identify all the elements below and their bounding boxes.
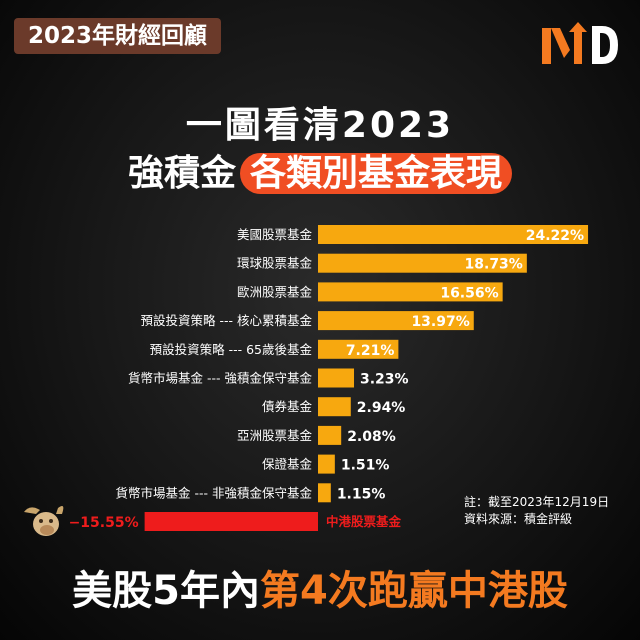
value-label: 1.51%: [341, 458, 390, 474]
md-logo-icon: [542, 22, 618, 64]
value-label: −15.55%: [69, 515, 139, 531]
value-label: 2.94%: [357, 400, 406, 416]
note-date: 註：截至2023年12月19日: [464, 495, 610, 509]
category-label: 環球股票基金: [237, 256, 313, 271]
bar: [318, 483, 331, 503]
bar: [318, 454, 335, 474]
category-label: 保證基金: [262, 457, 313, 472]
value-label: 18.73%: [465, 257, 523, 273]
title-plain-text: 強積金: [127, 153, 236, 194]
value-label: 7.21%: [346, 343, 395, 359]
bar: [318, 339, 399, 359]
bottom-highlight-text: 第4次跑贏中港股: [260, 568, 568, 614]
value-label: 16.56%: [440, 285, 498, 301]
bar: [318, 282, 503, 302]
bull-head-icon: [24, 506, 64, 536]
bar: [318, 253, 527, 273]
bottom-headline: 美股5年內第4次跑贏中港股: [0, 558, 640, 616]
category-label: 貨幣市場基金 --- 非強積金保守基金: [116, 485, 313, 500]
value-label: 13.97%: [411, 314, 469, 330]
year-review-badge: 2023年財經回顧: [14, 18, 222, 54]
note-source: 資料來源：積金評級: [464, 512, 573, 526]
category-label: 歐洲股票基金: [237, 284, 313, 299]
main-title-line1: 一圖看清2023: [185, 105, 455, 146]
bar-negative: [144, 512, 318, 531]
value-label: 1.15%: [337, 486, 386, 502]
value-label: 3.23%: [360, 372, 409, 388]
category-label: 貨幣市場基金 --- 強積金保守基金: [128, 371, 312, 386]
bottom-plain-text: 美股5年內: [72, 568, 260, 614]
category-label: 亞洲股票基金: [237, 428, 313, 443]
value-label: 2.08%: [347, 429, 396, 445]
main-title-line2: 強積金 各類別基金表現: [0, 144, 640, 196]
bar: [318, 225, 589, 244]
bar: [318, 425, 342, 445]
value-label: 24.22%: [526, 228, 584, 244]
category-label: 美國股票基金: [237, 227, 313, 242]
title-highlight-text: 各類別基金表現: [240, 153, 513, 194]
category-label: 債券基金: [262, 399, 313, 414]
category-label: 預設投資策略 --- 核心累積基金: [141, 313, 313, 328]
bar: [318, 311, 474, 331]
bar: [318, 368, 355, 388]
category-label: 預設投資策略 --- 65歲後基金: [150, 342, 313, 357]
category-label: 中港股票基金: [326, 514, 402, 529]
source-note: 註：截至2023年12月19日 資料來源：積金評級: [464, 494, 609, 528]
bar: [318, 397, 351, 417]
